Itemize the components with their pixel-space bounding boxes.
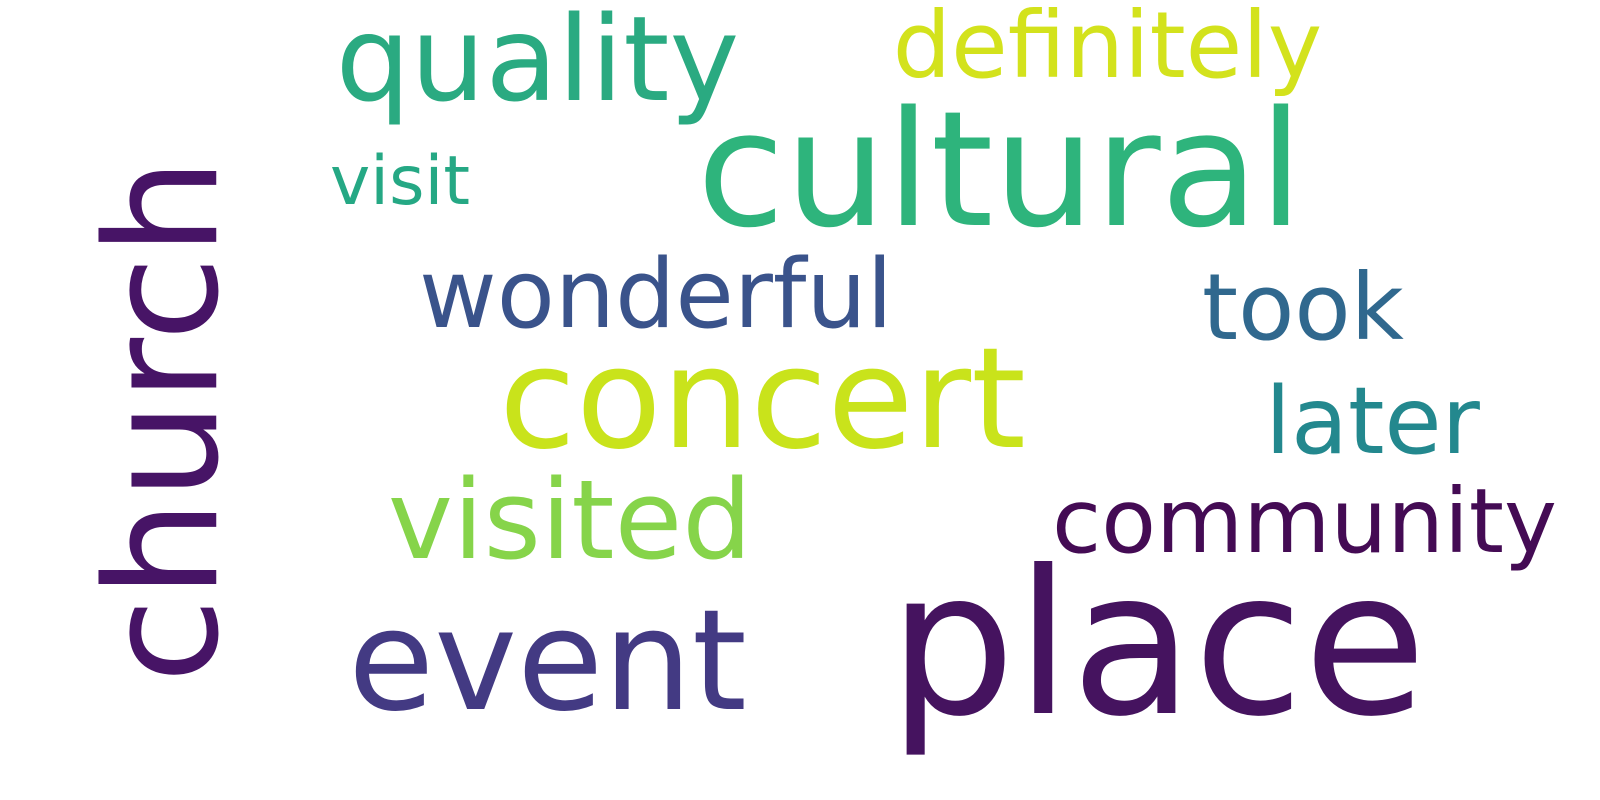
word-visit: visit — [329, 142, 471, 221]
word-wonderful: wonderful — [419, 240, 893, 350]
word-cultural: cultural — [696, 76, 1304, 263]
word-took: took — [1202, 254, 1404, 361]
word-place: place — [888, 528, 1427, 761]
word-concert: concert — [499, 318, 1026, 481]
word-definitely: definitely — [892, 0, 1323, 99]
word-visited: visited — [387, 456, 753, 584]
word-event: event — [348, 580, 747, 743]
word-quality: quality — [335, 0, 740, 128]
word-church: church — [72, 157, 254, 683]
word-community: community — [1052, 470, 1557, 575]
word-later: later — [1265, 367, 1480, 475]
